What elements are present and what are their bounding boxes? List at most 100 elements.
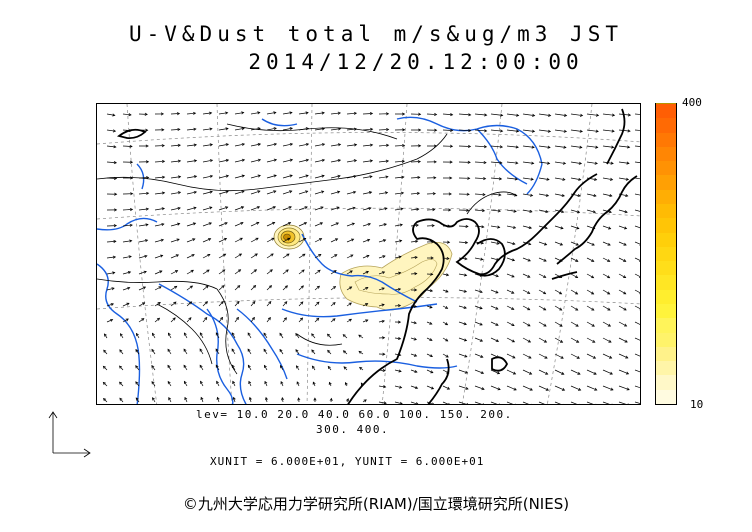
wind-arrowhead — [295, 349, 299, 353]
wind-arrow — [314, 285, 320, 291]
wind-arrow — [266, 159, 277, 163]
wind-arrowhead — [252, 300, 256, 305]
wind-arrow — [586, 257, 594, 262]
wind-arrow — [554, 321, 563, 327]
wind-arrow — [570, 145, 582, 148]
wind-arrowhead — [209, 143, 213, 147]
wind-arrow — [586, 385, 597, 391]
wind-arrow — [234, 190, 245, 195]
wind-arrow — [218, 285, 225, 291]
wind-arrowhead — [257, 111, 261, 115]
wind-arrow — [474, 209, 485, 212]
wind-arrowhead — [251, 316, 255, 321]
wind-arrowhead — [563, 113, 568, 117]
wind-arrow — [474, 193, 486, 196]
wind-arrow — [330, 191, 340, 195]
wind-arrowhead — [240, 221, 244, 225]
wind-arrowhead — [119, 397, 123, 401]
wind-arrow — [554, 257, 563, 262]
wind-arrow — [378, 320, 385, 323]
wind-arrowhead — [313, 397, 317, 401]
wind-arrow — [314, 318, 319, 323]
wind-arrowhead — [543, 258, 547, 262]
wind-arrow — [103, 366, 108, 371]
wind-arrowhead — [579, 113, 584, 117]
colorbar-segment — [656, 388, 676, 404]
wind-arrowhead — [414, 369, 418, 373]
wind-arrowhead — [304, 206, 308, 210]
wind-arrow — [442, 385, 450, 390]
wind-arrowhead — [559, 339, 564, 343]
wind-arrowhead — [311, 365, 315, 369]
wind-arrowhead — [358, 334, 362, 338]
wind-arrowhead — [561, 371, 565, 375]
wind-arrow — [522, 289, 530, 294]
wind-arrowhead — [358, 350, 362, 354]
wind-arrow — [522, 113, 535, 116]
wind-arrow — [618, 353, 628, 359]
wind-arrow — [266, 112, 276, 115]
coastlines — [116, 108, 638, 404]
wind-arrowhead — [193, 206, 197, 210]
wind-arrow — [538, 209, 548, 213]
wind-arrowhead — [129, 239, 133, 243]
wind-arrowhead — [215, 332, 219, 336]
wind-arrow — [618, 161, 630, 164]
wind-arrowhead — [183, 364, 187, 368]
wind-arrowhead — [264, 396, 269, 401]
wind-arrowhead — [160, 112, 165, 116]
wind-arrow — [218, 269, 226, 275]
wind-arrowhead — [271, 237, 275, 241]
wind-arrowhead — [444, 322, 449, 326]
wind-arrow — [135, 349, 140, 355]
wind-arrowhead — [592, 339, 596, 343]
wind-arrowhead — [167, 348, 171, 352]
wind-arrow — [538, 273, 546, 278]
wind-arrowhead — [448, 402, 450, 404]
wind-arrow — [234, 317, 239, 323]
wind-arrow — [250, 253, 258, 259]
wind-arrow — [378, 401, 387, 404]
wind-arrowhead — [430, 370, 434, 374]
wind-arrow — [570, 289, 578, 295]
wind-arrow — [442, 321, 448, 326]
wind-arrow — [602, 257, 610, 262]
wind-arrow — [586, 129, 599, 132]
wind-arrowhead — [466, 192, 470, 196]
wind-arrow — [442, 369, 449, 374]
wind-arrowhead — [136, 332, 139, 337]
wind-arrow — [186, 269, 194, 275]
wind-arrowhead — [577, 194, 581, 198]
colorbar-segment — [656, 359, 676, 376]
wind-arrow — [410, 208, 419, 211]
wind-arrow — [410, 224, 419, 227]
dust-wind-map[interactable] — [96, 103, 641, 405]
wind-arrowhead — [337, 158, 342, 163]
wind-arrow — [458, 305, 467, 309]
wind-arrowhead — [112, 129, 117, 133]
wind-arrowhead — [321, 143, 326, 147]
wind-arrowhead — [287, 237, 291, 241]
dust-hotspot — [273, 224, 305, 250]
wind-arrowhead — [160, 254, 164, 258]
wind-arrow — [570, 385, 581, 391]
wind-arrowhead — [241, 142, 246, 147]
wind-arrow — [202, 144, 213, 147]
wind-arrowhead — [397, 336, 402, 340]
wind-arrow — [586, 305, 595, 311]
wind-arrow — [618, 145, 630, 148]
wind-arrow — [458, 401, 467, 404]
colorbar-segment — [656, 188, 676, 204]
wind-arrowhead — [447, 224, 451, 228]
wind-arrowhead — [208, 238, 212, 241]
wind-arrow — [410, 401, 419, 404]
wind-arrow — [554, 209, 564, 213]
wind-arrow — [522, 305, 530, 311]
wind-arrow — [122, 256, 132, 259]
wind-arrow — [282, 159, 293, 163]
wind-arrow — [394, 192, 404, 195]
wind-arrow — [346, 112, 357, 115]
wind-arrowhead — [143, 270, 147, 274]
wind-arrowhead — [433, 160, 437, 164]
wind-arrow — [282, 222, 291, 227]
